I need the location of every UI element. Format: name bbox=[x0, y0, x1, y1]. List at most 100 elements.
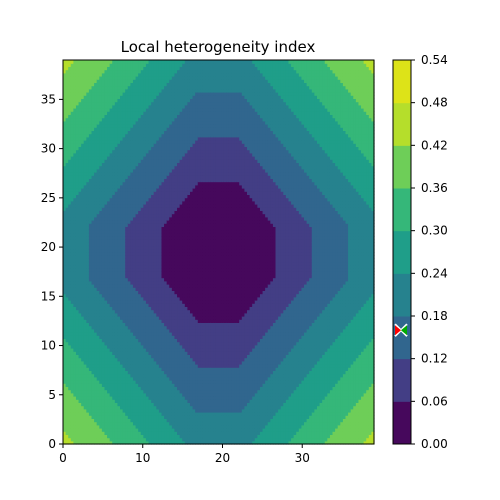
contour-cell bbox=[101, 95, 106, 99]
contour-cell bbox=[75, 319, 80, 323]
contour-cell bbox=[96, 172, 100, 176]
contour-cell bbox=[86, 108, 90, 112]
contour-cell bbox=[101, 287, 106, 291]
contour-cell bbox=[104, 440, 108, 445]
contour-cell bbox=[88, 296, 93, 301]
contour-cell bbox=[107, 159, 111, 163]
contour-cell bbox=[107, 399, 111, 403]
contour-cell bbox=[109, 421, 113, 426]
contour-cell bbox=[114, 229, 119, 234]
contour-cell bbox=[109, 168, 113, 173]
contour-cell bbox=[68, 351, 72, 355]
contour-cell bbox=[109, 204, 113, 208]
contour-cell bbox=[65, 248, 69, 253]
contour-cell bbox=[75, 335, 80, 339]
contour-cell bbox=[112, 264, 116, 269]
contour-cell bbox=[63, 120, 67, 125]
contour-cell bbox=[63, 232, 67, 237]
contour-cell bbox=[78, 88, 82, 93]
contour-cell bbox=[101, 111, 106, 115]
contour-cell bbox=[75, 223, 80, 227]
contour-cell bbox=[75, 252, 80, 256]
contour-cell bbox=[112, 293, 116, 298]
contour-cell bbox=[94, 252, 98, 256]
contour-cell bbox=[68, 357, 72, 362]
contour-cell bbox=[83, 396, 87, 400]
contour-cell bbox=[81, 133, 85, 138]
contour-cell bbox=[96, 399, 100, 403]
contour-cell bbox=[91, 159, 95, 163]
contour-cell bbox=[112, 303, 116, 307]
contour-cell bbox=[78, 421, 82, 426]
contour-cell bbox=[96, 120, 100, 125]
contour-cell bbox=[107, 428, 111, 432]
contour-cell bbox=[91, 370, 95, 375]
contour-cell bbox=[99, 402, 103, 407]
contour-cell bbox=[91, 95, 95, 99]
contour-cell bbox=[88, 210, 93, 215]
contour-cell bbox=[94, 424, 98, 429]
contour-cell bbox=[73, 60, 77, 64]
contour-cell bbox=[109, 191, 113, 195]
contour-cell bbox=[91, 341, 95, 346]
contour-cell bbox=[107, 258, 111, 263]
contour-cell bbox=[91, 316, 95, 320]
contour-cell bbox=[88, 252, 93, 256]
contour-cell bbox=[88, 354, 93, 359]
contour-cell bbox=[81, 162, 85, 167]
contour-cell bbox=[70, 258, 74, 263]
contour-cell bbox=[81, 287, 85, 291]
contour-cell bbox=[104, 127, 108, 131]
contour-cell bbox=[94, 428, 98, 432]
contour-cell bbox=[94, 178, 98, 183]
contour-cell bbox=[63, 63, 67, 67]
contour-cell bbox=[73, 399, 77, 403]
contour-cell bbox=[99, 248, 103, 253]
contour-cell bbox=[83, 120, 87, 125]
contour-cell bbox=[94, 255, 98, 259]
contour-cell bbox=[109, 431, 113, 435]
contour-cell bbox=[68, 287, 72, 291]
contour-cell bbox=[65, 220, 69, 224]
contour-cell bbox=[81, 88, 85, 93]
contour-cell bbox=[112, 354, 116, 359]
contour-cell bbox=[81, 104, 85, 109]
contour-cell bbox=[94, 175, 98, 179]
contour-cell bbox=[78, 380, 82, 384]
contour-cell bbox=[86, 325, 90, 330]
contour-cell bbox=[83, 338, 87, 343]
contour-cell bbox=[107, 274, 111, 279]
contour-cell bbox=[73, 360, 77, 365]
contour-cell bbox=[63, 133, 67, 138]
contour-cell bbox=[83, 261, 87, 266]
contour-cell bbox=[99, 72, 103, 77]
contour-cell bbox=[114, 143, 119, 147]
contour-cell bbox=[101, 277, 106, 282]
contour-cell bbox=[91, 79, 95, 83]
contour-cell bbox=[91, 108, 95, 112]
contour-cell bbox=[73, 101, 77, 106]
contour-cell bbox=[63, 405, 67, 410]
contour-cell bbox=[65, 85, 69, 90]
contour-cell bbox=[94, 338, 98, 343]
contour-cell bbox=[75, 114, 80, 119]
contour-cell bbox=[63, 117, 67, 122]
contour-cell bbox=[107, 437, 111, 442]
contour-cell bbox=[75, 408, 80, 413]
contour-cell bbox=[94, 143, 98, 147]
contour-cell bbox=[104, 258, 108, 263]
contour-cell bbox=[112, 284, 116, 288]
contour-cell bbox=[88, 191, 93, 195]
contour-cell bbox=[73, 130, 77, 135]
contour-cell bbox=[73, 124, 77, 128]
contour-cell bbox=[96, 280, 100, 285]
contour-cell bbox=[70, 312, 74, 317]
contour-cell bbox=[86, 245, 90, 250]
contour-cell bbox=[107, 332, 111, 336]
contour-cell bbox=[63, 248, 67, 253]
contour-cell bbox=[78, 85, 82, 90]
contour-cell bbox=[112, 63, 116, 67]
contour-cell bbox=[75, 104, 80, 109]
contour-cell bbox=[81, 72, 85, 77]
contour-cell bbox=[104, 60, 108, 64]
